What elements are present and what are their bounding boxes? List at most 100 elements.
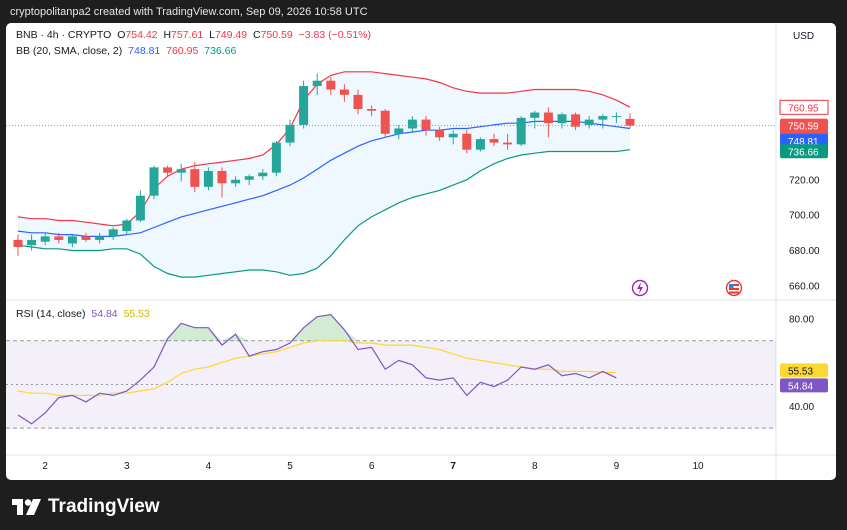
candle-body <box>435 130 445 138</box>
low-label: L <box>209 29 215 41</box>
candle-body <box>108 229 118 237</box>
candle-body <box>203 170 213 187</box>
candle-body <box>13 239 23 247</box>
close-price-badge: 750.59 <box>788 122 819 133</box>
bb-lower-badge: 736.66 <box>788 147 819 158</box>
candle-body <box>394 128 404 134</box>
candle <box>448 130 458 145</box>
bb-lower-badge-bg <box>780 144 828 159</box>
candle <box>571 112 581 131</box>
rsi-name: RSI (14, close) <box>16 308 86 320</box>
bb-legend: BB (20, SMA, close, 2) 748.81 760.95 736… <box>16 45 239 57</box>
candle <box>380 109 390 138</box>
us-flag-stripe <box>729 284 739 286</box>
candle <box>475 137 485 152</box>
bb-upper-badge-bg <box>779 99 829 115</box>
candle-body <box>67 236 77 244</box>
candle-body <box>516 117 526 145</box>
bb-basis-value: 748.81 <box>128 45 161 57</box>
candle <box>54 232 64 244</box>
candle-body <box>448 133 458 138</box>
candle-body <box>339 89 349 95</box>
tradingview-logo[interactable]: TradingView <box>12 496 160 518</box>
candle <box>27 234 37 251</box>
low-value: 749.49 <box>214 29 248 41</box>
time-tick-label: 7 <box>450 461 456 472</box>
candle-body <box>475 139 485 150</box>
rsi-badge-bg <box>780 378 828 393</box>
candle <box>122 218 132 235</box>
candle-body <box>367 109 377 111</box>
candle-body <box>571 114 581 127</box>
rsi-ma-badge-bg <box>780 363 828 378</box>
candle-body <box>81 236 91 240</box>
rsi-tick-label: 80.00 <box>789 314 814 325</box>
rsi-ma-badge: 55.53 <box>788 366 813 377</box>
candle-body <box>122 220 132 232</box>
candle <box>40 232 50 246</box>
candle <box>611 112 621 124</box>
candle-body <box>190 169 200 187</box>
time-tick-label: 9 <box>614 461 620 472</box>
change-value: −3.83 (−0.51%) <box>298 29 372 41</box>
candle <box>163 165 173 177</box>
candle-body <box>135 195 145 221</box>
candle <box>543 107 553 138</box>
rsi-overbought-fill <box>18 314 617 341</box>
time-tick-label: 4 <box>206 461 212 472</box>
symbol-label: BNB · 4h · CRYPTO <box>16 29 112 41</box>
bb-lower-line <box>17 149 631 278</box>
rsi-ma-line <box>17 340 617 396</box>
candle-body <box>176 169 186 173</box>
bb-upper-line <box>17 71 631 227</box>
candle-body <box>407 119 417 129</box>
candle-body <box>285 124 295 143</box>
candle <box>407 116 417 132</box>
tradingview-brand: TradingView <box>48 496 160 517</box>
rsi-ma-legend-value: 55.53 <box>123 308 150 320</box>
candle-body <box>231 179 241 184</box>
time-tick-label: 5 <box>287 461 293 472</box>
candle-body <box>598 116 608 120</box>
candle-body <box>530 112 540 118</box>
candle-body <box>149 167 159 196</box>
candle-body <box>543 112 553 124</box>
high-label: H <box>163 29 172 41</box>
high-value: 757.61 <box>171 29 204 41</box>
candle-body <box>40 236 50 242</box>
candle <box>299 80 309 129</box>
candle-body <box>95 236 105 240</box>
candle-body <box>312 80 322 86</box>
candle-body <box>163 167 173 173</box>
candle <box>244 174 254 186</box>
candle <box>584 116 594 129</box>
price-tick-label: 660.00 <box>789 281 820 292</box>
us-flag-stripe <box>729 288 739 290</box>
candle <box>108 227 118 240</box>
candle <box>271 140 281 177</box>
close-label: C <box>252 29 261 41</box>
candle <box>367 105 377 117</box>
time-tick-label: 10 <box>692 461 704 472</box>
bb-name: BB (20, SMA, close, 2) <box>16 45 123 57</box>
rsi-legend: RSI (14, close) 54.84 55.53 <box>16 308 153 320</box>
close-value: 750.59 <box>260 29 293 41</box>
candle-body <box>489 139 499 143</box>
price-tick-label: 720.00 <box>789 175 820 186</box>
bb-lower-value: 736.66 <box>204 45 237 57</box>
candle <box>394 124 404 140</box>
candle-body <box>421 119 431 131</box>
candle <box>135 190 145 223</box>
price-tick-label: 700.00 <box>789 211 820 222</box>
candle-body <box>503 142 513 145</box>
candle <box>503 133 513 150</box>
candle-body <box>271 142 281 173</box>
bb-basis-line <box>17 120 631 237</box>
candle <box>435 126 445 141</box>
candle <box>203 167 213 191</box>
candle <box>598 114 608 129</box>
candle <box>217 167 227 198</box>
chart-svg[interactable]: 720.00700.00680.00660.00USD760.95750.590… <box>6 23 836 480</box>
open-value: 754.42 <box>125 29 158 41</box>
candle <box>95 232 105 244</box>
